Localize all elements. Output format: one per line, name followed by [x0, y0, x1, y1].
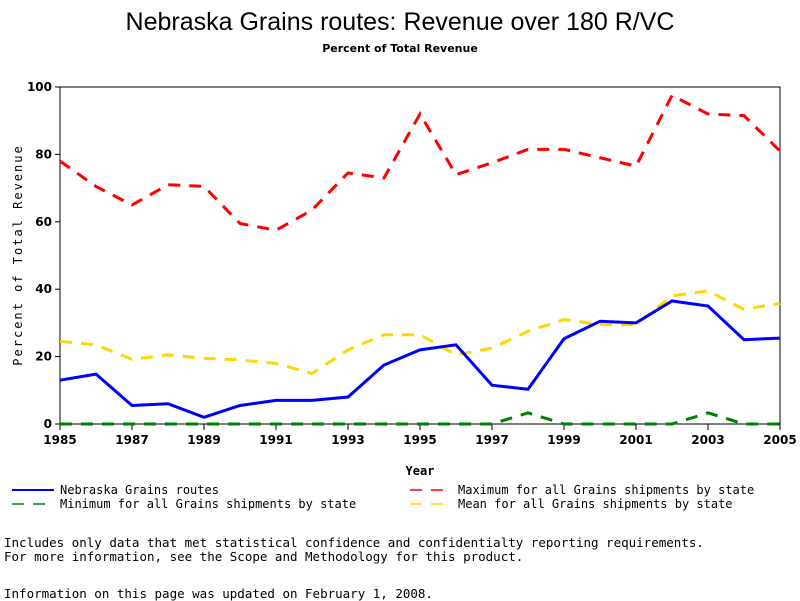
- note-confidence: Includes only data that met statistical …: [4, 535, 704, 550]
- plot-frame: [60, 87, 780, 424]
- x-tick-label: 1995: [403, 433, 436, 447]
- x-tick-label: 2005: [763, 433, 796, 447]
- x-tick-label: 1989: [187, 433, 220, 447]
- y-tick-label: 60: [35, 215, 52, 229]
- legend-label-1: Maximum for all Grains shipments by stat…: [458, 483, 754, 497]
- note-methodology: For more information, see the Scope and …: [4, 549, 523, 564]
- y-tick-label: 80: [35, 147, 52, 161]
- x-tick-label: 1991: [259, 433, 292, 447]
- x-tick-label: 1997: [475, 433, 508, 447]
- y-tick-label: 100: [27, 80, 52, 94]
- y-tick-label: 20: [35, 350, 52, 364]
- y-axis-label: Percent of Total Revenue: [11, 144, 25, 365]
- series-line-3: [60, 291, 780, 374]
- x-tick-label: 1999: [547, 433, 580, 447]
- x-tick-label: 2003: [691, 433, 724, 447]
- note-updated: Information on this page was updated on …: [4, 586, 433, 601]
- series-line-2: [60, 413, 780, 424]
- y-tick-label: 40: [35, 282, 52, 296]
- series-line-0: [60, 301, 780, 417]
- x-tick-label: 2001: [619, 433, 652, 447]
- legend-label-3: Mean for all Grains shipments by state: [458, 497, 733, 511]
- x-tick-label: 1985: [43, 433, 76, 447]
- x-tick-label: 1993: [331, 433, 364, 447]
- x-tick-label: 1987: [115, 433, 148, 447]
- y-tick-label: 0: [44, 417, 52, 431]
- legend-label-2: Minimum for all Grains shipments by stat…: [60, 497, 356, 511]
- legend-label-0: Nebraska Grains routes: [60, 483, 219, 497]
- x-axis-label: Year: [406, 464, 435, 478]
- series-line-1: [60, 95, 780, 230]
